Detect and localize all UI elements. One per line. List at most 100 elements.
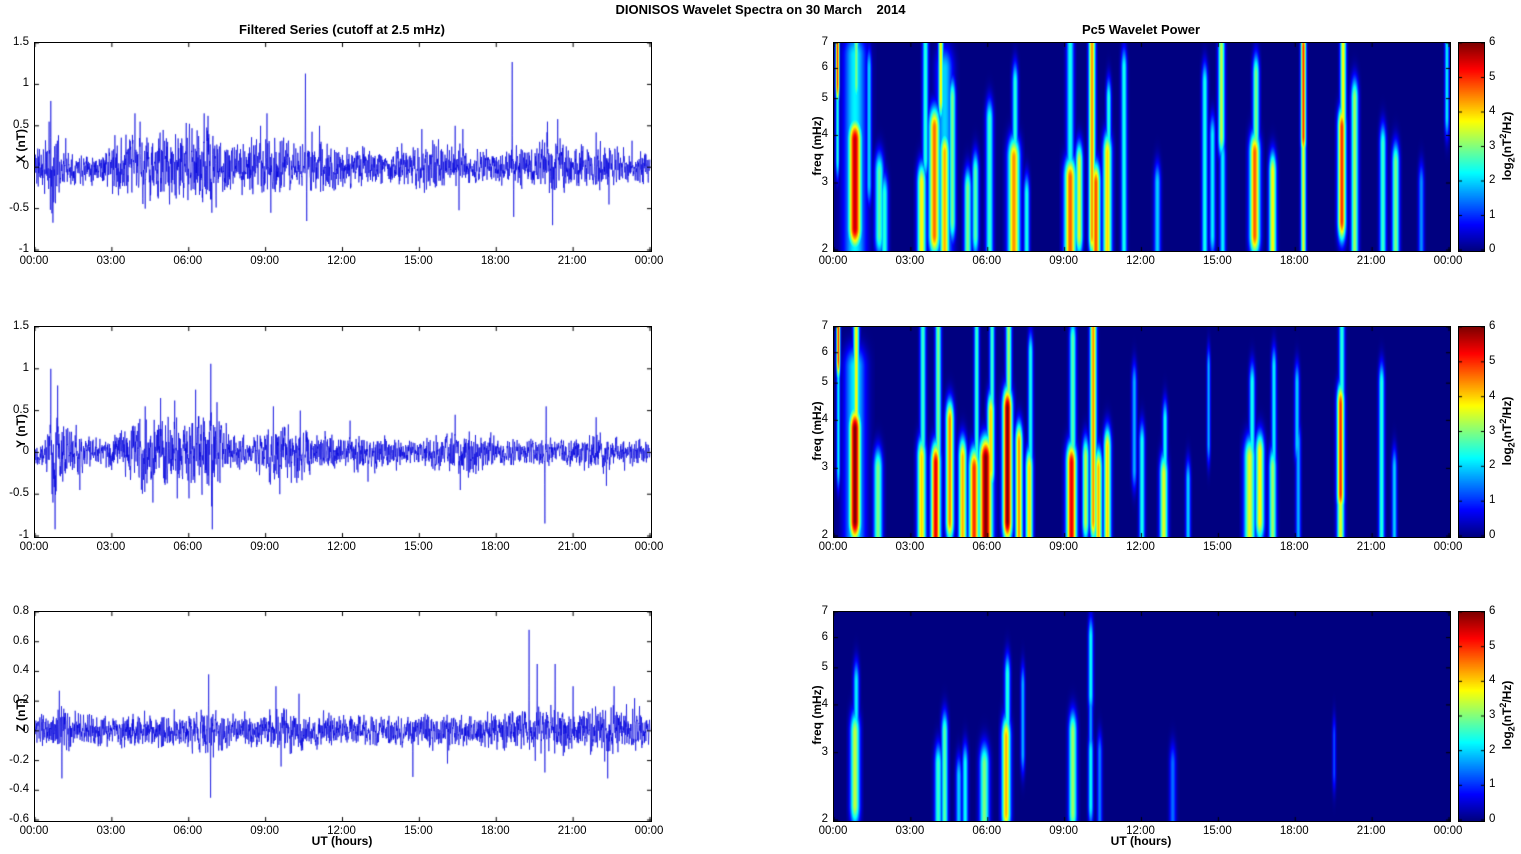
x-tick-label: 12:00 xyxy=(327,541,356,553)
y-tick-label: 0.8 xyxy=(13,605,29,617)
colorbar-label-text: (nT xyxy=(1500,707,1514,727)
x-tick-label: 12:00 xyxy=(327,825,356,837)
wavelet-canvas-x-wavelet-power xyxy=(833,42,1451,252)
x-tick-label: 18:00 xyxy=(1279,541,1309,553)
colorbar-row2: 0 1 2 3 4 5 6 xyxy=(1458,605,1495,825)
x-tick-label: 03:00 xyxy=(96,541,126,553)
colorbar-tick-label: 0 xyxy=(1489,813,1496,825)
freq-tick-label: 6 xyxy=(821,630,828,643)
z-wavelet-panel: 00:00 03:00 06:00 09:00 12:00 15:00 18:00 21:00… xyxy=(819,605,1463,837)
y-tick-label: 0.6 xyxy=(13,634,29,647)
x-tick-label: 15:00 xyxy=(403,825,433,837)
x-tick-label: 03:00 xyxy=(895,825,925,837)
x-tick-label: 00:00 xyxy=(19,541,49,553)
main-title: DIONISOS Wavelet Spectra on 30 March 201… xyxy=(615,2,906,17)
x-tick-label: 21:00 xyxy=(1356,255,1386,267)
x-tick-label: 21:00 xyxy=(557,541,587,553)
x-tick-label: 18:00 xyxy=(480,541,510,553)
freq-tick-label: 3 xyxy=(821,461,828,474)
y-tick-label: 0.5 xyxy=(13,403,29,416)
y-tick-label: 1 xyxy=(22,77,29,90)
y-tick-label: 0 xyxy=(22,723,29,736)
colorbar-label-text: (nT xyxy=(1500,138,1514,158)
x-tick-label: 15:00 xyxy=(403,255,433,267)
colorbar-tick-label: 2 xyxy=(1489,174,1496,186)
x-tick-label: 00:00 xyxy=(1433,825,1463,837)
freq-tick-label: 4 xyxy=(821,413,828,426)
freq-tick-label: 6 xyxy=(821,345,828,358)
x-tick-label: 03:00 xyxy=(96,825,126,837)
freq-tick-label: 3 xyxy=(821,745,828,758)
colorbar-canvas xyxy=(1458,326,1485,538)
colorbar-tick-label: 0 xyxy=(1489,243,1496,255)
colorbar-tick-label: 5 xyxy=(1489,354,1496,367)
freq-tick-label: 6 xyxy=(821,61,828,74)
colorbar-label-sup: 2 xyxy=(1498,133,1508,139)
x-tick-label: 00:00 xyxy=(19,255,49,267)
x-tick-label: 18:00 xyxy=(480,825,510,837)
x-tick-label: 15:00 xyxy=(1202,825,1232,837)
colorbar-tick-label: 2 xyxy=(1489,459,1496,472)
x-tick-label: 18:00 xyxy=(1279,825,1309,837)
wavelet-canvas-y-wavelet-power xyxy=(833,326,1451,538)
x-tick-label: 21:00 xyxy=(1356,541,1386,553)
colorbar-canvas xyxy=(1458,611,1485,822)
y-tick-label: -0.6 xyxy=(9,813,29,825)
colorbar-tick-label: 6 xyxy=(1489,36,1496,48)
freq-tick-label: 5 xyxy=(821,376,828,389)
x-tick-label: 09:00 xyxy=(250,825,280,837)
y-tick-label: 0.2 xyxy=(13,694,29,707)
x-tick-label: 00:00 xyxy=(818,255,848,267)
colorbar-label-sub: 2 xyxy=(1506,726,1517,732)
colorbar-label-sub: 2 xyxy=(1506,157,1517,163)
x-tick-label: 18:00 xyxy=(1279,255,1309,267)
colorbar-label-text: /Hz) xyxy=(1500,680,1514,703)
x-tick-label: 06:00 xyxy=(173,541,203,553)
colorbar-label-text: /Hz) xyxy=(1500,396,1514,419)
y-tick-label: -0.5 xyxy=(9,487,29,500)
x-tick-label: 09:00 xyxy=(250,541,280,553)
x-tick-label: 09:00 xyxy=(1049,255,1079,267)
freq-tick-label: 4 xyxy=(821,697,828,710)
x-tick-label: 03:00 xyxy=(96,255,126,267)
x-tick-label: 06:00 xyxy=(173,825,203,837)
freq-tick-label: 3 xyxy=(821,176,828,188)
colorbar-tick-label: 4 xyxy=(1489,389,1496,402)
colorbar-tick-label: 1 xyxy=(1489,778,1496,791)
freq-tick-label: 7 xyxy=(821,605,828,617)
colorbar-label-sup: 2 xyxy=(1498,702,1508,708)
wavelet-canvas-z-wavelet-power xyxy=(833,611,1451,822)
x-tick-label: 12:00 xyxy=(1126,541,1155,553)
colorbar-label-text: log xyxy=(1500,731,1514,750)
x-tick-label: 06:00 xyxy=(173,255,203,267)
x-tick-label: 06:00 xyxy=(972,255,1002,267)
y-tick-label: -0.2 xyxy=(9,753,29,766)
colorbar-tick-label: 3 xyxy=(1489,139,1496,152)
x-tick-label: 00:00 xyxy=(1433,541,1463,553)
x-tick-label: 00:00 xyxy=(634,255,664,267)
x-tick-label: 06:00 xyxy=(972,825,1002,837)
colorbar-label-sub: 2 xyxy=(1506,442,1517,448)
colorbar-label-text: log xyxy=(1500,162,1514,181)
colorbar-tick-label: 5 xyxy=(1489,70,1496,83)
colorbar-tick-label: 4 xyxy=(1489,674,1496,687)
colorbar-label-row1: log2(nT2/Hz) xyxy=(1498,361,1517,501)
left-column-title: Filtered Series (cutoff at 2.5 mHz) xyxy=(239,22,445,37)
colorbar-tick-label: 1 xyxy=(1489,208,1496,221)
colorbar-label-text: log xyxy=(1500,447,1514,466)
colorbar-label-text: (nT xyxy=(1500,423,1514,443)
timeseries-canvas-y-filtered-series xyxy=(34,326,652,538)
x-tick-label: 21:00 xyxy=(1356,825,1386,837)
colorbar-tick-label: 2 xyxy=(1489,743,1496,756)
colorbar-tick-label: 4 xyxy=(1489,105,1496,117)
x-tick-label: 15:00 xyxy=(1202,541,1232,553)
y-tick-label: -1 xyxy=(18,243,29,255)
x-tick-label: 00:00 xyxy=(1433,255,1463,267)
y-tick-label: 0.4 xyxy=(13,664,29,677)
y-tick-label: -1 xyxy=(18,529,29,541)
x-tick-label: 09:00 xyxy=(1049,541,1079,553)
colorbar-row1: 0 1 2 3 4 5 6 xyxy=(1458,320,1495,541)
freq-tick-label: 7 xyxy=(821,320,828,332)
colorbar-label-row2: log2(nT2/Hz) xyxy=(1498,645,1517,785)
